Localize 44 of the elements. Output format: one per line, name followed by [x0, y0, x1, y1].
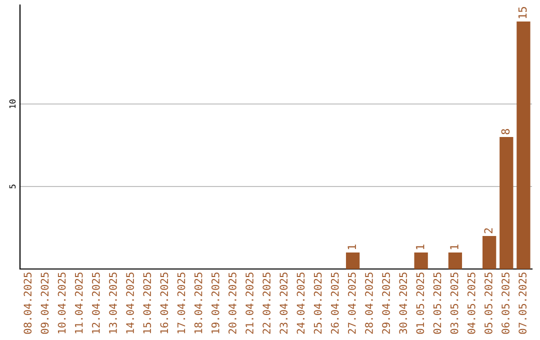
- x-tick-label: 09.04.2025: [40, 272, 49, 334]
- data-label: 2: [484, 228, 492, 234]
- y-tick-label: 5: [9, 184, 16, 188]
- x-tick-label: 28.04.2025: [365, 272, 373, 334]
- x-tick-label: 11.04.2025: [74, 272, 83, 334]
- x-tick-label: 20.04.2025: [228, 272, 236, 334]
- x-tick-label: 26.04.2025: [330, 272, 339, 334]
- data-label: 8: [501, 129, 510, 134]
- x-tick-label: 14.04.2025: [126, 272, 134, 334]
- x-tick-label: 06.05.2025: [502, 272, 510, 334]
- x-tick-label: 30.04.2025: [399, 272, 408, 334]
- x-tick-label: 24.04.2025: [296, 272, 305, 334]
- x-tick-label: 05.05.2025: [484, 272, 492, 334]
- x-tick-label: 23.04.2025: [280, 272, 288, 334]
- bar: [482, 236, 496, 269]
- x-tick-label: 13.04.2025: [109, 272, 117, 334]
- x-tick-label: 02.05.2025: [433, 272, 442, 334]
- x-tick-label: 16.04.2025: [160, 272, 168, 334]
- bar: [500, 137, 514, 269]
- x-tick-label: 03.05.2025: [450, 272, 458, 334]
- y-tick-label: 10: [9, 100, 16, 108]
- x-tick-label: 01.05.2025: [416, 272, 424, 334]
- x-tick-label: 15.04.2025: [143, 272, 152, 334]
- data-label: 1: [416, 244, 424, 250]
- x-tick-label: 18.04.2025: [194, 272, 202, 334]
- x-tick-label: 25.04.2025: [314, 272, 322, 334]
- data-label: 1: [450, 244, 458, 250]
- bar: [516, 22, 530, 269]
- x-tick-label: 08.04.2025: [24, 272, 32, 334]
- x-tick-label: 19.04.2025: [211, 272, 220, 334]
- x-tick-label: 21.04.2025: [246, 272, 254, 334]
- x-tick-label: 04.05.2025: [467, 272, 476, 334]
- bar: [346, 252, 360, 269]
- bar: [414, 252, 428, 269]
- x-tick-label: 17.04.2025: [177, 272, 186, 334]
- data-label: 15: [518, 7, 527, 18]
- data-label: 1: [348, 244, 356, 250]
- bar: [448, 252, 462, 269]
- x-tick-label: 29.04.2025: [382, 272, 390, 334]
- x-tick-label: 12.04.2025: [92, 272, 100, 334]
- x-tick-label: 10.04.2025: [58, 272, 66, 334]
- x-tick-label: 07.05.2025: [518, 272, 527, 334]
- x-tick-label: 22.04.2025: [262, 272, 271, 334]
- x-tick-label: 27.04.2025: [348, 272, 356, 334]
